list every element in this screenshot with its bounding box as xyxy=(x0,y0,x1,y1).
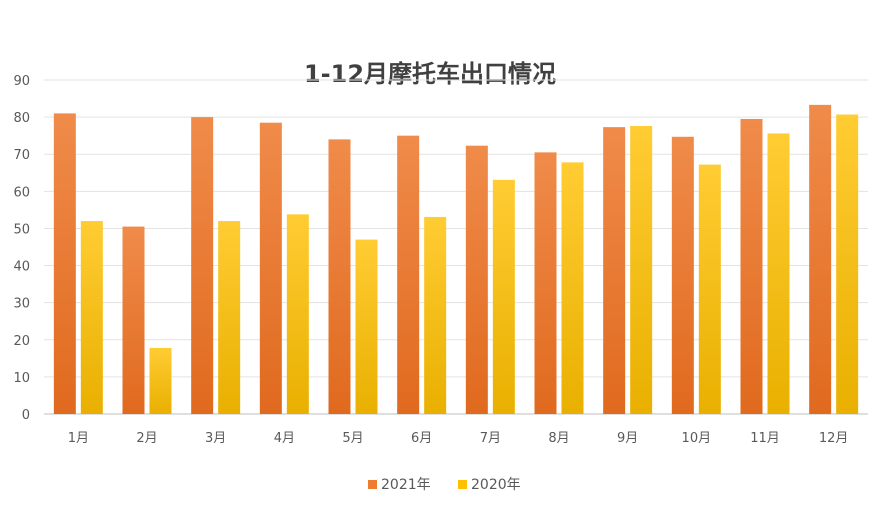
bar-2021年-10月 xyxy=(671,136,694,414)
x-tick-label: 7月 xyxy=(480,431,501,446)
y-tick-label: 0 xyxy=(22,408,30,423)
bar-2020年-7月 xyxy=(492,179,515,414)
bar-2021年-3月 xyxy=(191,117,214,414)
x-tick-label: 3月 xyxy=(205,431,226,446)
bar-2021年-9月 xyxy=(603,127,626,415)
bar-2020年-11月 xyxy=(767,133,790,414)
bars xyxy=(53,104,859,415)
x-tick-label: 1月 xyxy=(68,431,89,446)
bar-2020年-9月 xyxy=(630,126,653,415)
x-tick-label: 5月 xyxy=(342,431,363,446)
legend-swatch-2020年 xyxy=(458,480,467,489)
x-tick-label: 12月 xyxy=(819,431,849,446)
legend: 2021年 2020年 xyxy=(368,477,521,493)
bar-2021年-6月 xyxy=(397,135,420,414)
y-tick-label: 80 xyxy=(13,111,30,126)
y-tick-label: 90 xyxy=(13,74,30,89)
chart-title: 1-12月摩托车出口情况 xyxy=(304,60,556,88)
bar-2020年-1月 xyxy=(80,221,103,414)
y-tick-label: 30 xyxy=(13,297,30,312)
x-tick-label: 9月 xyxy=(617,431,638,446)
x-tick-label: 10月 xyxy=(682,431,712,446)
y-tick-label: 50 xyxy=(13,222,30,237)
y-tick-label: 70 xyxy=(13,148,30,163)
x-tick-label: 8月 xyxy=(548,431,569,446)
x-tick-label: 11月 xyxy=(750,431,780,446)
gridlines xyxy=(44,79,868,415)
x-tick-label: 6月 xyxy=(411,431,432,446)
bar-2020年-12月 xyxy=(836,114,859,414)
bar-2021年-4月 xyxy=(259,122,282,414)
x-tick-label: 2月 xyxy=(136,431,157,446)
bar-2020年-5月 xyxy=(355,239,378,414)
bar-2020年-2月 xyxy=(149,347,172,414)
y-tick-label: 40 xyxy=(13,260,30,275)
bar-2020年-6月 xyxy=(424,216,447,414)
legend-label: 2021年 xyxy=(381,477,431,493)
bar-2021年-7月 xyxy=(465,145,488,415)
bar-2021年-11月 xyxy=(740,118,763,414)
bar-2021年-1月 xyxy=(53,113,76,415)
legend-swatch-2021年 xyxy=(368,480,377,489)
x-tick-label: 4月 xyxy=(274,431,295,446)
bar-2020年-10月 xyxy=(698,164,721,414)
y-tick-label: 60 xyxy=(13,185,30,200)
y-tick-label: 10 xyxy=(13,371,30,386)
bar-2020年-8月 xyxy=(561,162,584,414)
x-axis-ticks: 1月 2月 3月 4月 5月 6月 7月 8月 9月 10月 11月 12月 xyxy=(68,431,849,446)
bar-2021年-2月 xyxy=(122,226,145,414)
bar-2020年-3月 xyxy=(218,221,241,414)
bar-2021年-12月 xyxy=(809,104,832,414)
y-tick-label: 20 xyxy=(13,334,30,349)
bar-2021年-5月 xyxy=(328,139,351,414)
y-axis-ticks: 0 10 20 30 40 50 60 70 80 90 xyxy=(13,74,30,423)
bar-2020年-4月 xyxy=(286,214,309,414)
legend-label: 2020年 xyxy=(471,477,521,493)
bar-2021年-8月 xyxy=(534,152,557,414)
